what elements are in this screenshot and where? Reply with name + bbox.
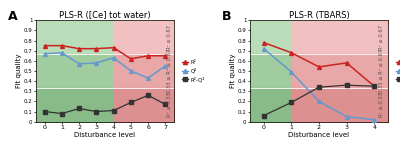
Text: 0.33 ≤ R² ≤ 0.67: 0.33 ≤ R² ≤ 0.67 bbox=[378, 49, 384, 93]
Legend: R², Q², R²-Q²: R², Q², R²-Q² bbox=[180, 57, 208, 85]
Y-axis label: Fit quality: Fit quality bbox=[16, 54, 22, 88]
Text: B: B bbox=[222, 10, 232, 23]
Text: 0.33 ≤ R² ≤ 0.67: 0.33 ≤ R² ≤ 0.67 bbox=[167, 49, 172, 93]
X-axis label: Disturbance level: Disturbance level bbox=[74, 132, 136, 138]
Title: PLS-R ([Ce] tot water): PLS-R ([Ce] tot water) bbox=[59, 10, 151, 20]
Text: R² ≤ 0.33: R² ≤ 0.33 bbox=[167, 93, 172, 117]
Text: R² ≤ 0.33: R² ≤ 0.33 bbox=[378, 93, 384, 117]
Y-axis label: Fit quality: Fit quality bbox=[230, 54, 236, 88]
Text: A: A bbox=[8, 10, 18, 23]
Text: R² ≥ 0.67: R² ≥ 0.67 bbox=[167, 25, 172, 50]
Title: PLS-R (TBARS): PLS-R (TBARS) bbox=[289, 10, 349, 20]
X-axis label: Disturbance level: Disturbance level bbox=[288, 132, 350, 138]
Legend: R², Q², R²-Q²: R², Q², R²-Q² bbox=[394, 57, 400, 85]
Text: R² ≥ 0.67: R² ≥ 0.67 bbox=[378, 25, 384, 50]
